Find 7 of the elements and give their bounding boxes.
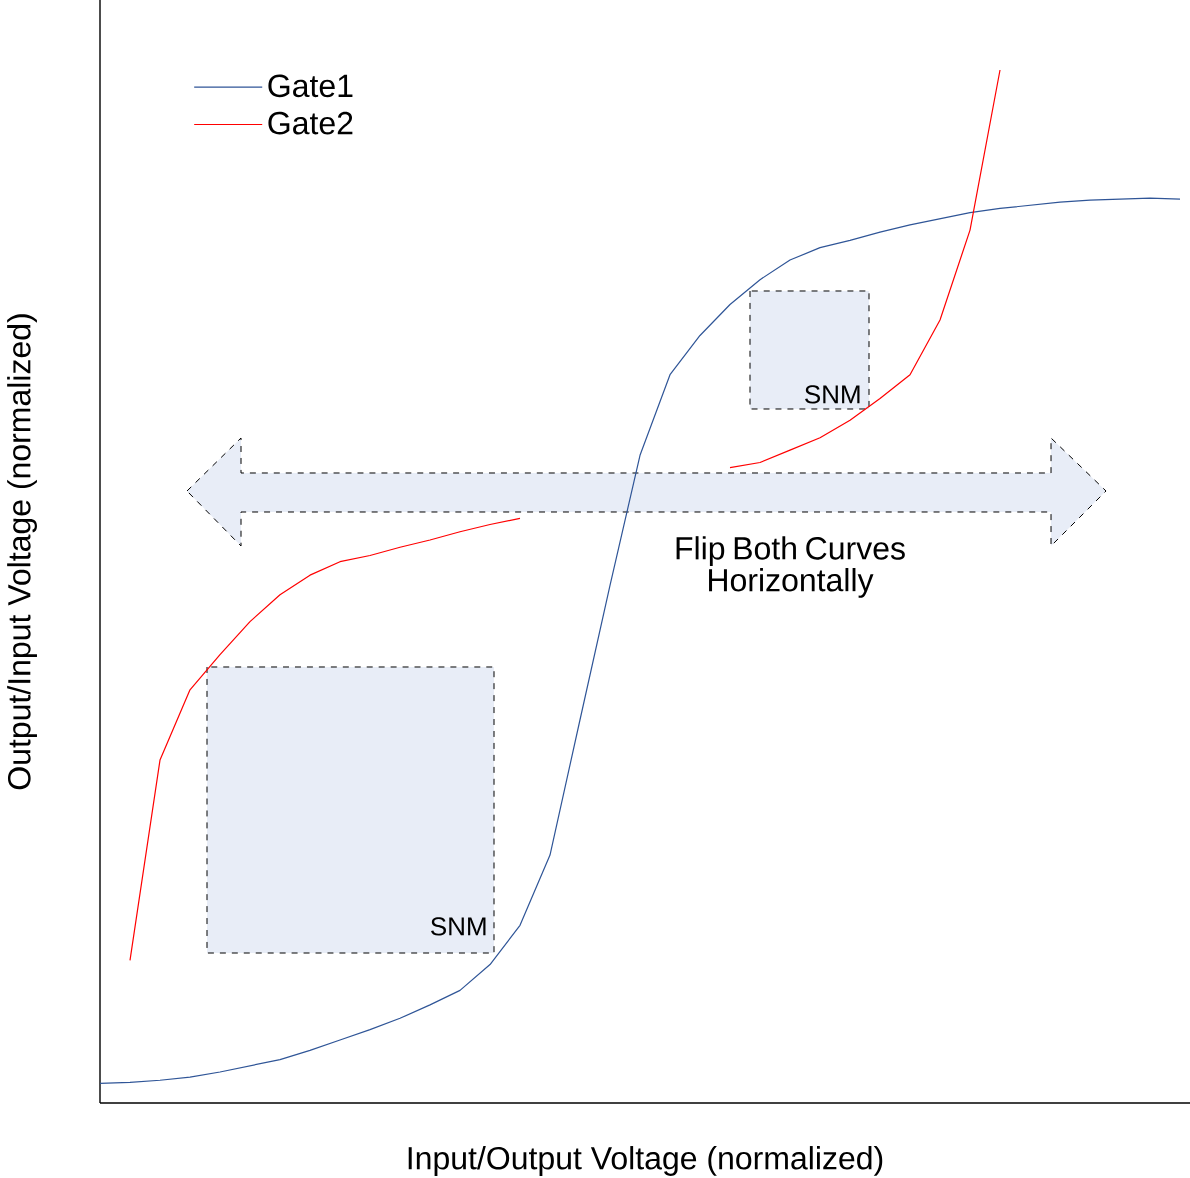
- annotation: Flip Both Curves Horizontally: [676, 536, 905, 598]
- annotation: SNM: [431, 917, 486, 936]
- y-axis-title: Output/Input Voltage (normalized): [7, 314, 37, 790]
- legend-label: Gate1: [268, 74, 353, 98]
- legend-label: Gate2: [268, 111, 353, 135]
- x-axis-title: Input/Output Voltage (normalized): [408, 1146, 883, 1176]
- annotation: SNM: [805, 385, 860, 404]
